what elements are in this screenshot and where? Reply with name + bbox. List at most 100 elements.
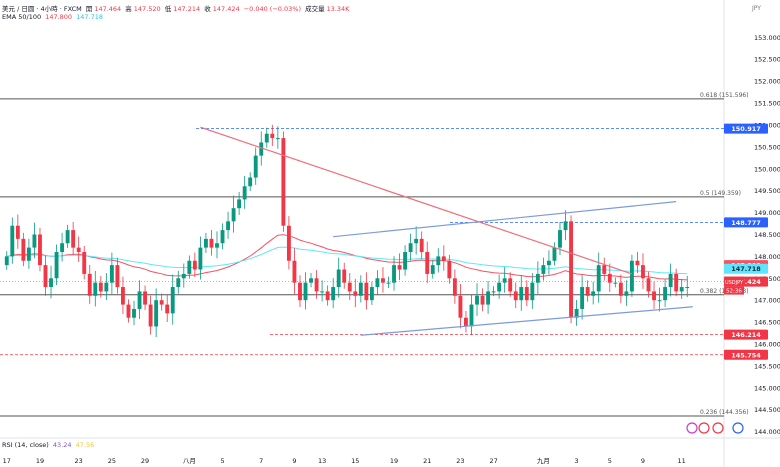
candle-body[interactable] bbox=[292, 260, 297, 283]
price-badge-147.718[interactable]: 147.718 bbox=[724, 263, 768, 274]
candle-body[interactable] bbox=[181, 273, 186, 279]
candle-body[interactable] bbox=[347, 282, 352, 292]
candle-body[interactable] bbox=[303, 282, 308, 301]
candle-body[interactable] bbox=[486, 291, 491, 305]
candle-body[interactable] bbox=[475, 295, 479, 305]
candle-body[interactable] bbox=[458, 295, 463, 318]
candle-body[interactable] bbox=[652, 291, 656, 301]
candle-body[interactable] bbox=[320, 291, 325, 293]
candle-body[interactable] bbox=[154, 300, 159, 327]
candle-body[interactable] bbox=[569, 221, 573, 318]
candle-body[interactable] bbox=[685, 287, 690, 289]
candle-body[interactable] bbox=[115, 265, 120, 288]
candle-body[interactable] bbox=[375, 278, 380, 288]
candle-body[interactable] bbox=[535, 273, 540, 283]
candle-body[interactable] bbox=[87, 273, 92, 296]
candle-body[interactable] bbox=[98, 282, 103, 292]
candle-body[interactable] bbox=[270, 133, 275, 139]
candle-body[interactable] bbox=[93, 282, 98, 296]
channel-lower[interactable] bbox=[360, 306, 693, 336]
candle-body[interactable] bbox=[60, 243, 65, 252]
event-marker-icon[interactable] bbox=[732, 422, 744, 434]
candle-body[interactable] bbox=[259, 142, 264, 156]
candle-body[interactable] bbox=[10, 225, 15, 257]
candle-body[interactable] bbox=[674, 273, 679, 292]
descending-trendline[interactable] bbox=[200, 126, 633, 275]
candle-body[interactable] bbox=[574, 308, 579, 318]
rsi-legend[interactable]: RSI (14, close) 43.24 47.56 bbox=[2, 441, 96, 449]
candle-body[interactable] bbox=[392, 265, 396, 283]
candle-body[interactable] bbox=[209, 238, 214, 248]
candle-body[interactable] bbox=[408, 243, 413, 252]
candle-body[interactable] bbox=[336, 269, 341, 288]
candle-body[interactable] bbox=[104, 282, 109, 292]
event-marker-icon[interactable] bbox=[698, 422, 710, 434]
candle-body[interactable] bbox=[607, 273, 612, 283]
candle-body[interactable] bbox=[165, 304, 170, 314]
candle-body[interactable] bbox=[469, 304, 474, 327]
candle-body[interactable] bbox=[203, 238, 208, 248]
candle-body[interactable] bbox=[26, 247, 31, 261]
candle-body[interactable] bbox=[187, 260, 192, 274]
candle-body[interactable] bbox=[646, 278, 651, 292]
candle-body[interactable] bbox=[325, 291, 330, 301]
candle-body[interactable] bbox=[558, 230, 562, 248]
price-badge-146.214[interactable]: 146.214 bbox=[724, 329, 768, 340]
ema-legend[interactable]: EMA 50/100 147.800 147.718 bbox=[2, 13, 105, 21]
candle-body[interactable] bbox=[541, 265, 546, 274]
candle-body[interactable] bbox=[679, 287, 684, 292]
candle-body[interactable] bbox=[176, 278, 181, 288]
candle-body[interactable] bbox=[281, 138, 286, 226]
candle-body[interactable] bbox=[298, 282, 302, 301]
candle-body[interactable] bbox=[49, 278, 53, 288]
candle-body[interactable] bbox=[425, 252, 430, 274]
candle-body[interactable] bbox=[71, 230, 76, 248]
candle-body[interactable] bbox=[4, 256, 9, 266]
candle-body[interactable] bbox=[629, 260, 634, 292]
candle-body[interactable] bbox=[226, 221, 230, 231]
candle-body[interactable] bbox=[264, 133, 269, 143]
candle-body[interactable] bbox=[508, 278, 513, 292]
candle-body[interactable] bbox=[231, 208, 236, 222]
candle-body[interactable] bbox=[480, 295, 485, 305]
candle-body[interactable] bbox=[663, 287, 668, 301]
candle-body[interactable] bbox=[170, 287, 175, 314]
candle-body[interactable] bbox=[618, 282, 623, 296]
candle-body[interactable] bbox=[519, 287, 524, 301]
candle-body[interactable] bbox=[441, 256, 446, 261]
candle-body[interactable] bbox=[546, 260, 551, 266]
candle-body[interactable] bbox=[358, 282, 363, 296]
candle-body[interactable] bbox=[524, 287, 529, 301]
event-marker-icon[interactable] bbox=[712, 422, 724, 434]
candle-body[interactable] bbox=[143, 291, 148, 305]
candle-body[interactable] bbox=[242, 186, 247, 200]
candle-body[interactable] bbox=[38, 234, 42, 266]
candle-body[interactable] bbox=[198, 247, 203, 270]
candle-body[interactable] bbox=[76, 247, 81, 252]
candle-body[interactable] bbox=[585, 287, 590, 296]
candle-body[interactable] bbox=[192, 260, 197, 270]
candle-body[interactable] bbox=[21, 238, 26, 261]
candle-body[interactable] bbox=[635, 260, 640, 266]
candle-body[interactable] bbox=[403, 252, 408, 270]
candle-body[interactable] bbox=[237, 199, 242, 209]
candle-body[interactable] bbox=[414, 238, 419, 244]
trendlines[interactable] bbox=[200, 126, 693, 336]
time-axis[interactable]: 17 19 23 25 29 八月 5 7 9 13 15 19 21 23 27 九月 3 5 9 11 bbox=[3, 456, 686, 465]
candle-body[interactable] bbox=[447, 260, 452, 279]
candle-body[interactable] bbox=[591, 291, 596, 296]
candle-body[interactable] bbox=[15, 225, 20, 239]
candle-body[interactable] bbox=[613, 282, 618, 284]
candle-body[interactable] bbox=[215, 243, 219, 248]
price-badge-145.754[interactable]: 145.754 bbox=[724, 349, 768, 360]
candle-body[interactable] bbox=[286, 225, 291, 261]
candle-body[interactable] bbox=[126, 304, 131, 318]
candle-body[interactable] bbox=[602, 265, 607, 274]
candle-body[interactable] bbox=[65, 230, 70, 244]
candle-body[interactable] bbox=[109, 265, 114, 283]
candle-body[interactable] bbox=[248, 177, 253, 187]
candle-body[interactable] bbox=[641, 265, 645, 279]
candle-body[interactable] bbox=[331, 287, 336, 301]
candle-body[interactable] bbox=[530, 282, 535, 301]
